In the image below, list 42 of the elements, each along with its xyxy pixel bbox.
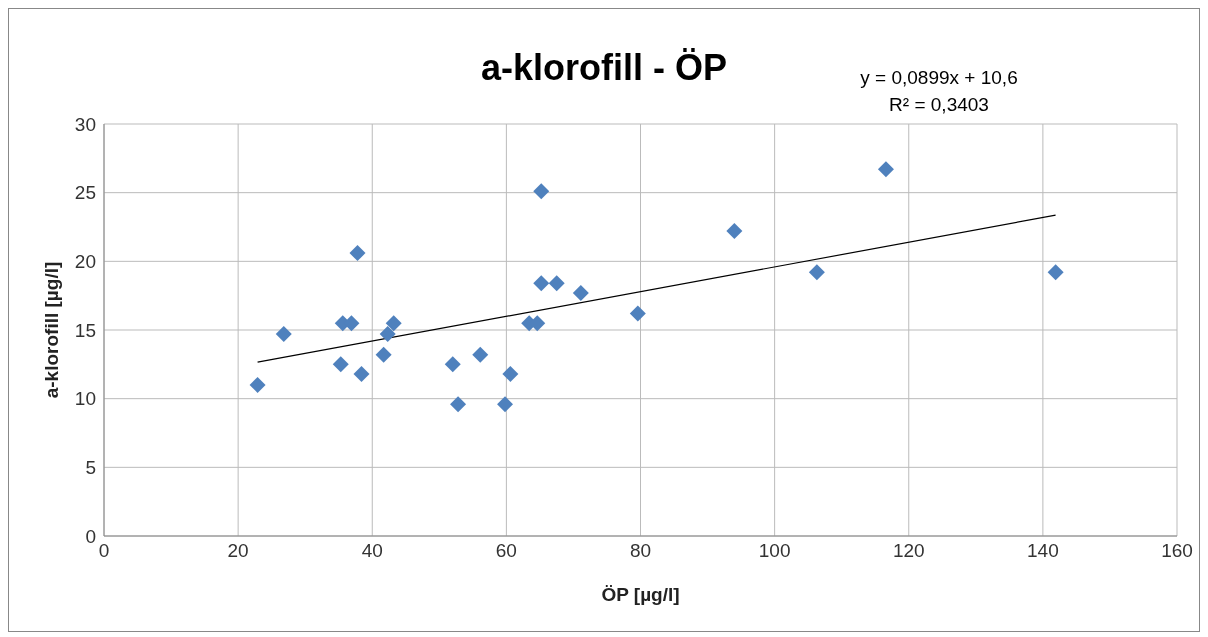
- point: [375, 346, 392, 363]
- point: [808, 264, 825, 281]
- point: [533, 183, 550, 200]
- x-tick-label: 20: [227, 540, 249, 562]
- y-tick-label: 25: [74, 182, 96, 204]
- point: [379, 326, 396, 343]
- x-axis-title: ÖP [µg/l]: [601, 584, 680, 606]
- point: [726, 223, 743, 240]
- x-tick-label: 100: [758, 540, 791, 562]
- point: [249, 376, 266, 393]
- point: [349, 245, 366, 262]
- point: [533, 275, 550, 292]
- point: [502, 365, 519, 382]
- point: [497, 396, 514, 413]
- y-tick-label: 30: [74, 113, 96, 135]
- chart-title: a-klorofill - ÖP: [480, 47, 728, 88]
- x-tick-label: 120: [892, 540, 925, 562]
- point: [275, 326, 292, 343]
- point: [385, 315, 402, 332]
- point: [332, 356, 349, 373]
- x-tick-label: 60: [495, 540, 517, 562]
- y-tick-label: 20: [74, 251, 96, 273]
- y-tick-label: 5: [85, 457, 96, 479]
- x-tick-label: 40: [361, 540, 383, 562]
- point: [1047, 264, 1064, 281]
- y-tick-label: 15: [74, 319, 96, 341]
- point: [444, 356, 461, 373]
- y-axis-title: a-klorofill [µg/l]: [40, 261, 62, 399]
- x-tick-label: 80: [629, 540, 652, 562]
- point: [548, 275, 565, 292]
- x-tick-label: 140: [1027, 540, 1059, 562]
- text: R² = 0,3403: [888, 93, 990, 117]
- point: [353, 365, 370, 382]
- y-tick-label: 10: [74, 388, 96, 410]
- y-tick-label: 0: [85, 525, 96, 547]
- point: [877, 161, 894, 178]
- point: [472, 346, 489, 363]
- x-tick-label: 160: [1161, 540, 1193, 562]
- text: y = 0,0899x + 10,6: [859, 66, 1019, 90]
- point: [572, 284, 589, 301]
- point: [450, 396, 467, 413]
- point: [629, 305, 646, 322]
